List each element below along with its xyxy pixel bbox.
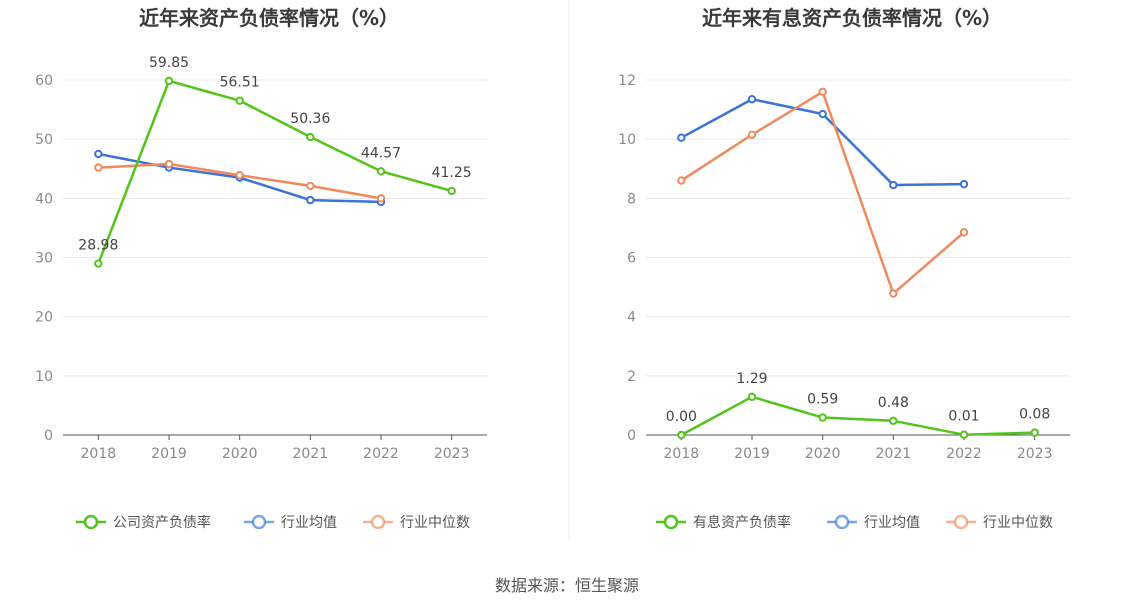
data-point-company[interactable] [818,413,827,422]
chart-title: 近年来有息资产负债率情况（%） [702,6,1002,30]
data-point-avg[interactable] [959,179,969,189]
data-point-median[interactable] [376,194,386,203]
data-point-median[interactable] [164,159,174,169]
y-tick-label: 10 [618,132,636,148]
data-label: 59.85 [149,55,189,71]
chart-title: 近年来资产负债率情况（%） [139,6,399,30]
data-label: 0.48 [878,395,909,411]
y-tick-label: 50 [35,132,53,148]
data-label: 1.29 [736,371,767,387]
data-label: 0.08 [1019,407,1050,423]
y-tick-label: 60 [35,73,53,89]
legend-marker-icon [251,514,267,530]
y-tick-label: 20 [35,310,53,326]
data-point-company[interactable] [94,259,103,268]
x-tick-label: 2020 [222,446,258,462]
data-point-median[interactable] [677,176,686,185]
legend-item-avg[interactable]: 行业均值 [244,514,337,531]
series-line-company [97,79,453,264]
legend-marker-icon [83,514,99,530]
y-tick-label: 10 [35,369,53,385]
y-tick-label: 6 [627,251,636,267]
left-chart-panel: 近年来资产负债率情况（%） 0 10 20 30 40 50 60 2018 2019 2020 20… [35,6,487,531]
y-tick-label: 0 [627,428,636,444]
data-label: 50.36 [290,111,330,127]
series-line-company [680,395,1035,437]
data-point-company[interactable] [1030,428,1039,437]
legend-label: 行业中位数 [400,515,470,531]
data-point-company[interactable] [235,96,244,105]
data-point-median[interactable] [818,87,827,97]
data-point-company[interactable] [306,132,315,142]
x-tick-label: 2023 [434,446,470,462]
data-point-median[interactable] [94,163,103,172]
data-label: 28.98 [78,238,118,254]
data-point-median[interactable] [959,228,969,237]
y-tick-label: 8 [627,191,636,207]
data-label: 0.59 [807,392,838,408]
data-point-company[interactable] [447,186,456,196]
y-tick-label: 4 [627,310,636,326]
legend-item-company[interactable]: 公司资产负债率 [76,514,211,531]
y-tick-label: 30 [35,251,53,267]
legend-marker-icon [953,514,969,530]
x-tick-label: 2018 [664,446,700,462]
data-source-note: 数据来源：恒生聚源 [495,576,639,595]
y-tick-label: 12 [618,73,636,89]
data-point-median[interactable] [235,171,244,180]
data-point-avg[interactable] [94,149,103,159]
legend-label: 公司资产负债率 [113,514,211,531]
x-tick-label: 2021 [293,446,329,462]
legend-label: 行业均值 [864,515,920,531]
data-point-avg[interactable] [677,133,686,142]
y-tick-label: 0 [44,428,53,444]
right-chart-panel: 近年来有息资产负债率情况（%） 0 2 4 6 8 10 12 2018 2019 2020 2021… [618,6,1070,531]
x-tick-label: 2019 [151,446,187,462]
x-tick-label: 2021 [876,446,912,462]
x-tick-label: 2020 [805,446,841,462]
data-label: 56.51 [220,75,260,91]
legend-item-company[interactable]: 有息资产负债率 [656,514,791,531]
x-tick-label: 2022 [363,446,399,462]
legend-item-median[interactable]: 行业中位数 [363,514,470,531]
legend-item-median[interactable]: 行业中位数 [946,514,1053,531]
data-label: 44.57 [361,145,401,161]
series-line-median [680,90,965,295]
data-point-avg[interactable] [889,180,898,190]
legend-label: 行业中位数 [983,515,1053,531]
y-tick-label: 2 [627,369,636,385]
x-tick-label: 2019 [734,446,770,462]
legend-item-avg[interactable]: 行业均值 [827,514,920,531]
legend-marker-icon [370,514,386,530]
legend-label: 有息资产负债率 [693,514,791,531]
legend-label: 行业均值 [281,515,337,531]
data-point-avg[interactable] [306,195,315,205]
x-tick-label: 2018 [81,446,117,462]
data-point-company[interactable] [889,416,898,425]
data-point-median[interactable] [306,181,315,191]
data-point-median[interactable] [889,289,898,298]
legend-marker-icon [834,514,850,530]
data-point-avg[interactable] [818,109,827,119]
data-label: 0.00 [666,409,697,425]
data-label: 0.01 [948,409,979,425]
data-label: 41.25 [432,165,472,181]
data-point-company[interactable] [959,430,969,439]
data-point-company[interactable] [747,392,757,402]
x-tick-label: 2022 [946,446,982,462]
data-point-avg[interactable] [747,95,757,104]
data-point-company[interactable] [376,167,386,176]
data-point-company[interactable] [677,430,686,440]
y-tick-label: 40 [35,191,53,207]
data-point-median[interactable] [747,130,757,139]
data-point-company[interactable] [164,76,174,86]
legend-marker-icon [663,514,679,530]
x-tick-label: 2023 [1017,446,1053,462]
